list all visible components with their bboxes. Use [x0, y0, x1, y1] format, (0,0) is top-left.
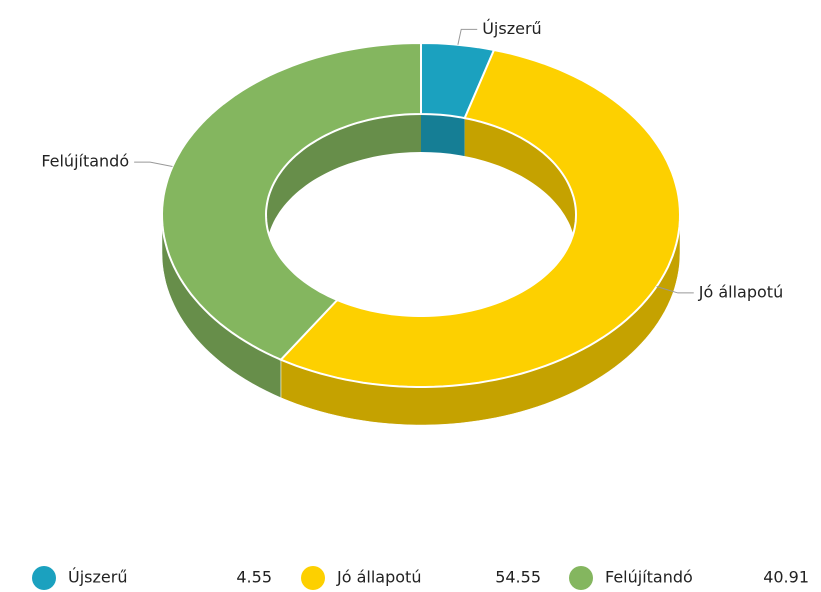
legend-marker — [32, 566, 56, 590]
legend-label: Újszerű — [68, 568, 127, 587]
slice — [160, 41, 422, 361]
inner-wall — [421, 114, 465, 157]
inner-wall — [464, 118, 576, 253]
legend-value: 4.55 — [236, 568, 272, 587]
leader-line — [134, 161, 173, 168]
slice-label: Jó állapotú — [698, 282, 783, 301]
slice-label: Felújítandó — [41, 152, 129, 171]
leader-line — [656, 286, 694, 294]
legend-marker — [569, 566, 593, 590]
legend-label: Felújítandó — [605, 568, 693, 587]
top-faces — [160, 41, 682, 388]
slice-label: Újszerű — [482, 19, 541, 38]
legend-marker — [301, 566, 325, 590]
legend-label: Jó állapotú — [336, 568, 421, 587]
legend-value: 54.55 — [495, 568, 541, 587]
leader-line — [457, 28, 478, 45]
legend-value: 40.91 — [763, 568, 809, 587]
